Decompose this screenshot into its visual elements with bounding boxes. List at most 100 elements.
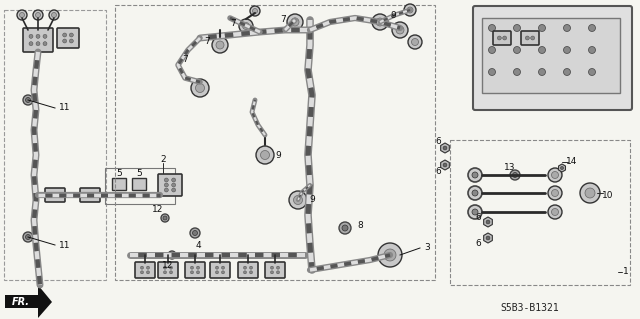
Circle shape bbox=[43, 34, 47, 38]
Text: 13: 13 bbox=[504, 162, 516, 172]
Circle shape bbox=[216, 41, 224, 49]
Circle shape bbox=[191, 79, 209, 97]
Circle shape bbox=[212, 37, 228, 53]
Circle shape bbox=[36, 34, 40, 38]
FancyBboxPatch shape bbox=[185, 262, 205, 278]
Circle shape bbox=[563, 69, 570, 76]
FancyBboxPatch shape bbox=[158, 262, 178, 278]
Circle shape bbox=[243, 271, 246, 274]
Circle shape bbox=[443, 163, 447, 167]
Circle shape bbox=[161, 214, 169, 222]
Circle shape bbox=[488, 47, 495, 54]
Circle shape bbox=[589, 25, 595, 32]
Circle shape bbox=[172, 188, 175, 192]
Circle shape bbox=[488, 25, 495, 32]
Circle shape bbox=[260, 151, 269, 160]
Circle shape bbox=[221, 271, 225, 274]
Circle shape bbox=[585, 188, 595, 198]
Circle shape bbox=[164, 188, 168, 192]
Text: 7: 7 bbox=[182, 56, 188, 64]
Polygon shape bbox=[441, 143, 449, 153]
Circle shape bbox=[69, 39, 74, 43]
Text: 2: 2 bbox=[160, 155, 166, 165]
Circle shape bbox=[513, 69, 520, 76]
Text: 7: 7 bbox=[204, 38, 210, 47]
Circle shape bbox=[408, 35, 422, 49]
Circle shape bbox=[392, 22, 408, 38]
Circle shape bbox=[43, 42, 47, 46]
Polygon shape bbox=[484, 217, 492, 227]
Bar bbox=[450, 140, 630, 285]
Circle shape bbox=[372, 14, 388, 30]
Circle shape bbox=[488, 69, 495, 76]
Circle shape bbox=[407, 7, 413, 13]
Circle shape bbox=[29, 34, 33, 38]
Circle shape bbox=[256, 146, 274, 164]
Text: FR.: FR. bbox=[12, 297, 30, 307]
Text: 9: 9 bbox=[275, 151, 281, 160]
Circle shape bbox=[552, 209, 559, 216]
Circle shape bbox=[190, 228, 200, 238]
Bar bbox=[132, 178, 146, 190]
Circle shape bbox=[472, 190, 478, 196]
Text: 6: 6 bbox=[435, 137, 441, 145]
Bar bbox=[482, 18, 620, 93]
Circle shape bbox=[221, 266, 225, 269]
Circle shape bbox=[19, 12, 24, 18]
Text: 6: 6 bbox=[435, 167, 441, 176]
FancyBboxPatch shape bbox=[57, 28, 79, 48]
Circle shape bbox=[243, 266, 246, 269]
Circle shape bbox=[172, 183, 175, 187]
Circle shape bbox=[195, 84, 205, 93]
Circle shape bbox=[339, 222, 351, 234]
FancyBboxPatch shape bbox=[23, 28, 53, 52]
Circle shape bbox=[164, 178, 168, 182]
Polygon shape bbox=[5, 285, 52, 318]
FancyBboxPatch shape bbox=[158, 174, 182, 196]
Circle shape bbox=[443, 146, 447, 150]
Circle shape bbox=[147, 271, 150, 274]
Circle shape bbox=[33, 10, 43, 20]
Circle shape bbox=[141, 266, 143, 269]
Circle shape bbox=[196, 271, 200, 274]
Text: 4: 4 bbox=[195, 241, 201, 250]
Circle shape bbox=[23, 95, 33, 105]
Circle shape bbox=[271, 266, 273, 269]
Text: S5B3-B1321: S5B3-B1321 bbox=[500, 303, 559, 313]
Circle shape bbox=[276, 271, 280, 274]
Polygon shape bbox=[484, 233, 492, 243]
Circle shape bbox=[141, 271, 143, 274]
Bar bbox=[112, 178, 126, 190]
Circle shape bbox=[289, 191, 307, 209]
Circle shape bbox=[17, 10, 27, 20]
Circle shape bbox=[63, 39, 67, 43]
Circle shape bbox=[172, 178, 175, 182]
Circle shape bbox=[29, 42, 33, 46]
FancyBboxPatch shape bbox=[45, 188, 65, 202]
Text: 7: 7 bbox=[280, 16, 286, 25]
Circle shape bbox=[513, 173, 518, 177]
FancyBboxPatch shape bbox=[265, 262, 285, 278]
Circle shape bbox=[250, 6, 260, 16]
Circle shape bbox=[525, 36, 529, 40]
Text: 9: 9 bbox=[390, 11, 396, 19]
Polygon shape bbox=[559, 164, 566, 172]
Text: 5: 5 bbox=[136, 168, 142, 177]
Circle shape bbox=[412, 39, 419, 46]
Text: 11: 11 bbox=[59, 241, 70, 249]
Circle shape bbox=[538, 69, 545, 76]
Text: 3: 3 bbox=[424, 243, 429, 253]
Circle shape bbox=[170, 266, 173, 269]
Circle shape bbox=[378, 243, 402, 267]
Text: 10: 10 bbox=[602, 190, 614, 199]
Circle shape bbox=[26, 234, 31, 240]
Circle shape bbox=[294, 196, 303, 204]
Circle shape bbox=[291, 18, 299, 26]
Circle shape bbox=[164, 183, 168, 187]
Text: 6: 6 bbox=[475, 239, 481, 248]
FancyBboxPatch shape bbox=[238, 262, 258, 278]
Circle shape bbox=[49, 193, 52, 197]
Circle shape bbox=[168, 251, 176, 259]
Circle shape bbox=[287, 14, 303, 30]
Circle shape bbox=[404, 4, 416, 16]
